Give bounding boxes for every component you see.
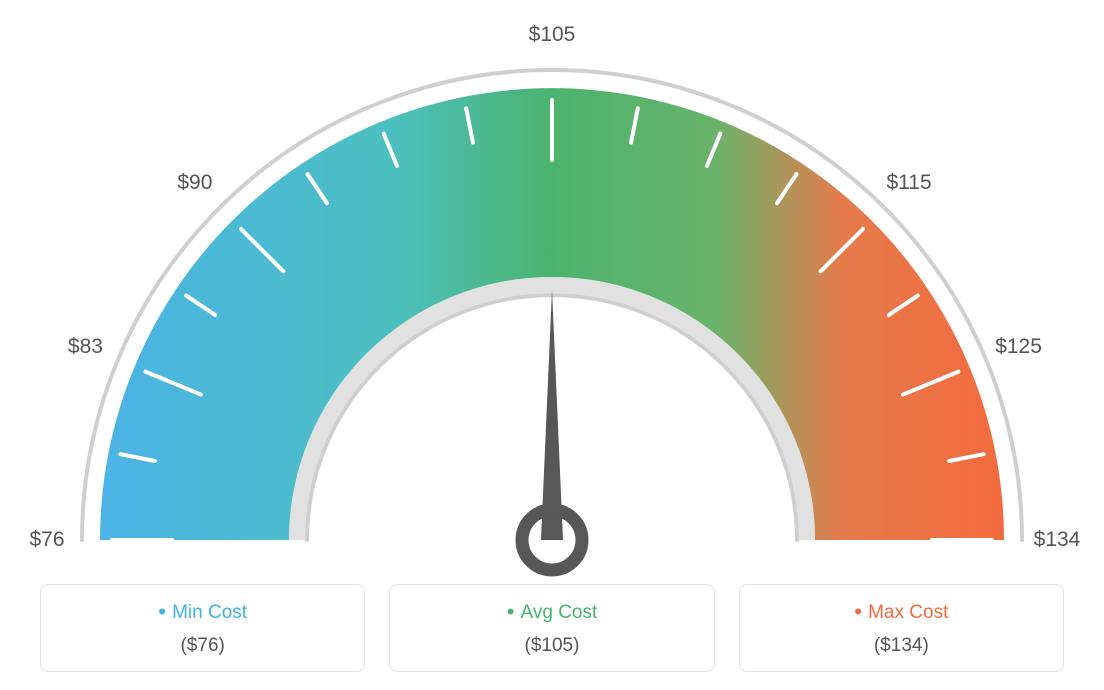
gauge-scale-label: $90 [177,171,212,195]
cost-gauge-widget: $76 $83 $90 $105 $115 $125 $134 Min Cost ($76)… [0,0,1104,690]
gauge-scale-label: $105 [529,23,576,47]
legend-avg-value: ($105) [400,635,703,657]
legend-row: Min Cost ($76) Avg Cost ($105) Max Cost … [40,584,1064,672]
gauge-scale-label: $134 [1034,528,1081,552]
gauge-scale-label: $115 [886,171,931,195]
gauge-chart: $76 $83 $90 $105 $115 $125 $134 [0,0,1104,580]
legend-avg-label: Avg Cost [400,599,703,625]
legend-avg-cost: Avg Cost ($105) [389,584,714,672]
gauge-scale-label: $76 [29,528,64,552]
legend-min-label: Min Cost [51,599,354,625]
gauge-scale-label: $125 [995,335,1042,359]
legend-max-value: ($134) [750,635,1053,657]
legend-max-label: Max Cost [750,599,1053,625]
legend-min-value: ($76) [51,635,354,657]
legend-max-cost: Max Cost ($134) [739,584,1064,672]
legend-min-cost: Min Cost ($76) [40,584,365,672]
gauge-scale-label: $83 [68,335,103,359]
